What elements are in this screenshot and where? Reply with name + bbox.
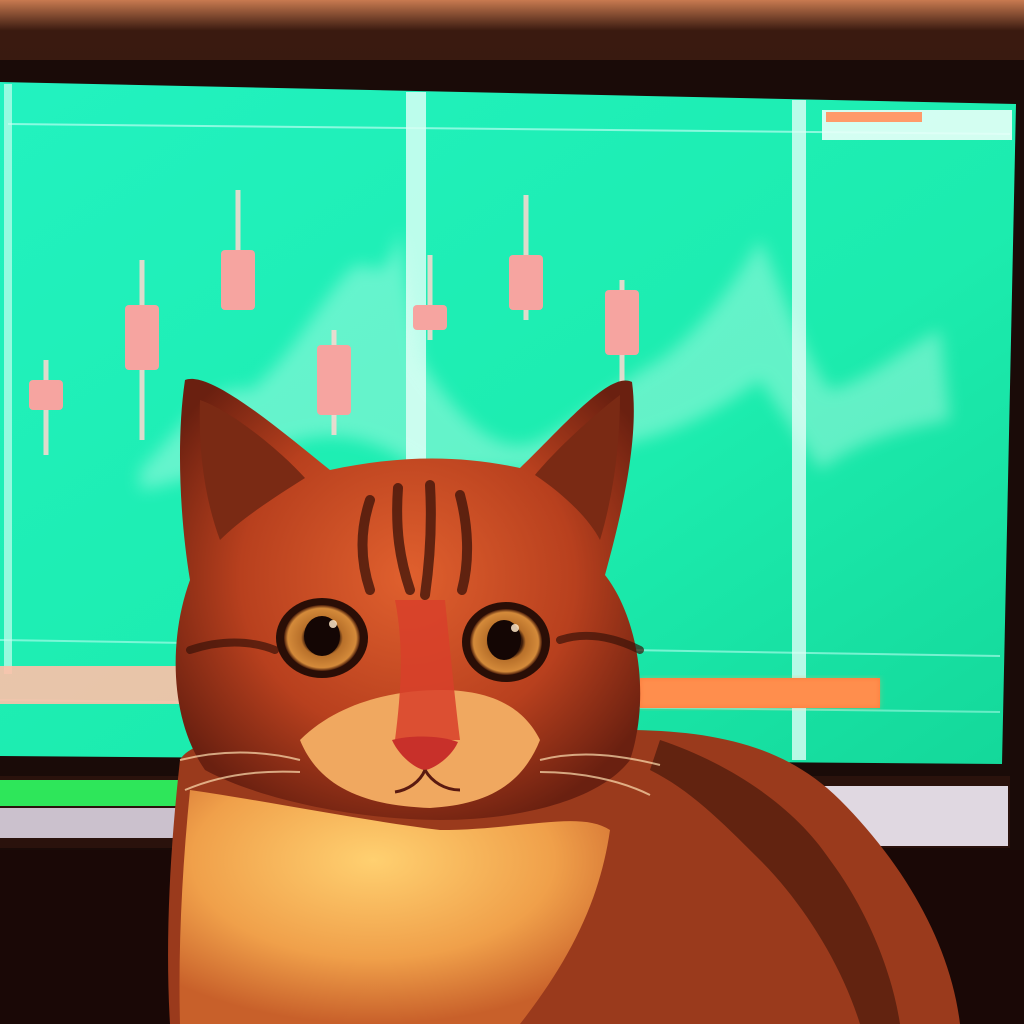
cat-nose — [392, 736, 458, 770]
candle-body — [125, 305, 159, 370]
cat-mouth — [394, 769, 461, 794]
orange-level-bar-glow — [640, 678, 880, 708]
green-status-bar — [0, 780, 200, 806]
cat-ear-left-inner — [199, 400, 305, 540]
cat-ear-right-inner — [535, 395, 620, 540]
tabby-cat — [168, 378, 961, 1024]
cat-forehead-stripe — [357, 480, 473, 600]
cat-nose-bridge — [395, 600, 460, 740]
price-tag-fill — [826, 112, 922, 122]
candle-body — [413, 305, 447, 330]
price-noise — [140, 230, 950, 490]
cat-chest — [179, 790, 610, 1024]
cat-eye-left — [276, 598, 368, 678]
cat-back-stripes — [650, 740, 900, 1024]
candle-body — [509, 255, 543, 310]
cat-head — [175, 378, 641, 820]
cat-whiskers — [179, 751, 661, 796]
cat-cheek-stripe — [186, 631, 644, 654]
white-status-bar — [0, 808, 200, 838]
candle-body — [29, 380, 63, 410]
candle-body — [317, 345, 351, 415]
orange-level-bar — [0, 666, 190, 704]
candle-body — [605, 290, 639, 355]
monitor-screen — [0, 82, 1016, 764]
candle-body — [221, 250, 255, 310]
cursor-line — [4, 84, 12, 674]
candlestick-series — [29, 190, 639, 455]
cat-eye-right — [462, 602, 550, 682]
